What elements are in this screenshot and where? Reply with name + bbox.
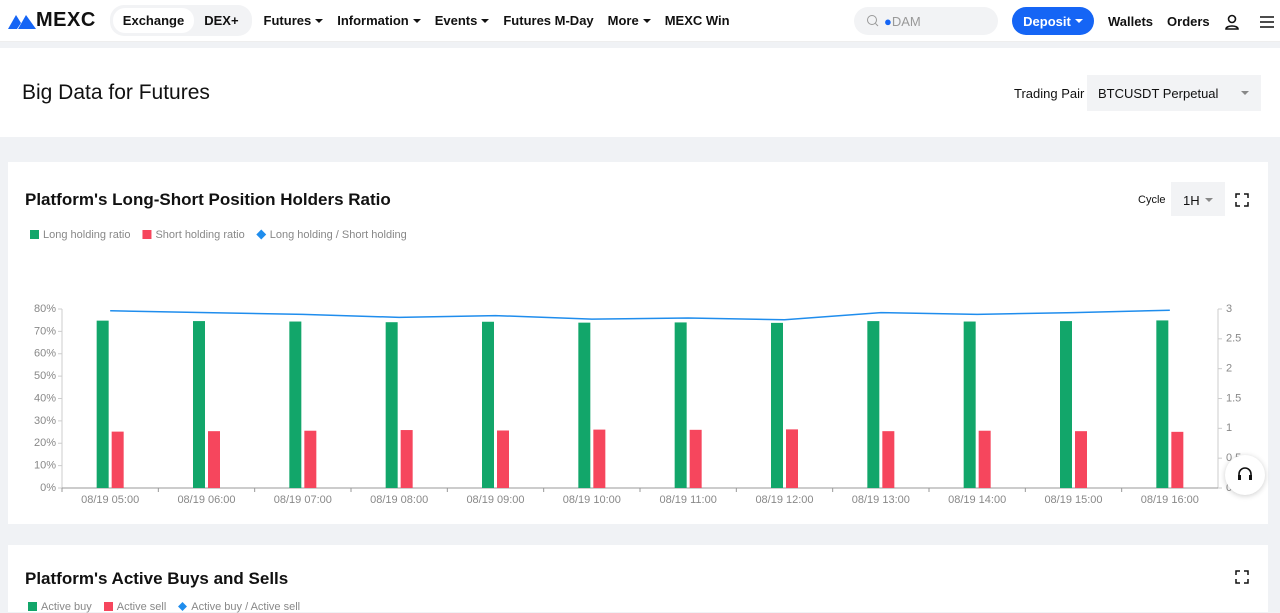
y2-tick-label: 2 xyxy=(1226,363,1232,375)
search-icon xyxy=(866,14,884,28)
tab[interactable]: DEX+ xyxy=(194,8,248,33)
y-tick-label: 80% xyxy=(34,303,56,315)
bar xyxy=(482,322,494,488)
x-tick-label: 08/19 12:00 xyxy=(755,494,813,506)
logo-text: MEXC xyxy=(36,9,96,32)
x-tick-label: 08/19 10:00 xyxy=(563,494,621,506)
legend-label: Long holding ratio xyxy=(43,229,130,241)
bar xyxy=(386,322,398,488)
x-tick-label: 08/19 13:00 xyxy=(852,494,910,506)
tab[interactable]: Exchange xyxy=(113,8,194,33)
tabs: ExchangeDEX+ xyxy=(110,5,252,36)
bar xyxy=(867,321,879,488)
bar xyxy=(497,430,509,488)
legend-marker xyxy=(256,230,266,240)
user-icon[interactable] xyxy=(1224,14,1240,30)
y-tick-label: 30% xyxy=(34,415,56,427)
fullscreen-icon[interactable] xyxy=(1235,570,1249,584)
legend-item: Active buy xyxy=(28,601,92,613)
support-icon xyxy=(1236,466,1254,484)
link[interactable]: Wallets xyxy=(1108,14,1153,30)
deposit-button[interactable]: Deposit xyxy=(1012,7,1094,35)
chart-card: Platform's Long-Short Position Holders R… xyxy=(8,162,1268,524)
menu: Futures Information Events Futures M-Day… xyxy=(264,13,730,28)
legend-marker xyxy=(142,230,151,239)
legend-marker xyxy=(30,230,39,239)
y-tick-label: 60% xyxy=(34,348,56,360)
bar xyxy=(578,323,590,488)
support-button[interactable] xyxy=(1225,455,1265,495)
y2-tick-label: 1.5 xyxy=(1226,392,1241,404)
deposit-label: Deposit xyxy=(1023,14,1071,29)
legend-label: Long holding / Short holding xyxy=(270,229,407,241)
bar xyxy=(690,430,702,488)
bar xyxy=(979,431,991,488)
bar xyxy=(401,430,413,488)
chart-card: Platform's Active Buys and Sells Active … xyxy=(8,545,1268,612)
bar xyxy=(208,431,220,488)
bar xyxy=(1156,320,1168,488)
logo-icon xyxy=(8,13,36,29)
y-tick-label: 0% xyxy=(40,482,56,494)
legend: Active buy Active sell Active buy / Active… xyxy=(28,601,300,613)
menu-item[interactable]: Information xyxy=(337,13,421,28)
bar xyxy=(593,430,605,488)
x-tick-label: 08/19 09:00 xyxy=(466,494,524,506)
bar xyxy=(882,431,894,488)
x-tick-label: 08/19 07:00 xyxy=(274,494,332,506)
y-tick-label: 10% xyxy=(34,460,56,472)
bar xyxy=(1075,431,1087,488)
x-tick-label: 08/19 15:00 xyxy=(1044,494,1102,506)
link[interactable]: Orders xyxy=(1167,14,1210,30)
menu-item[interactable]: Events xyxy=(435,13,490,28)
bar xyxy=(675,322,687,488)
bar xyxy=(1171,432,1183,488)
legend-item: Active sell xyxy=(104,601,167,613)
chart: 0%10%20%30%40%50%60%70%80%00.511.522.530… xyxy=(8,162,1268,524)
menu-item[interactable]: More xyxy=(608,13,651,28)
x-tick-label: 08/19 05:00 xyxy=(81,494,139,506)
bar xyxy=(289,322,301,488)
bar xyxy=(97,321,109,488)
bar xyxy=(964,322,976,488)
bar xyxy=(193,321,205,488)
y2-tick-label: 3 xyxy=(1226,303,1232,315)
y2-tick-label: 1 xyxy=(1226,422,1232,434)
bar xyxy=(112,432,124,488)
bar xyxy=(771,323,783,488)
menu-item[interactable]: MEXC Win xyxy=(665,13,730,28)
x-tick-label: 08/19 06:00 xyxy=(177,494,235,506)
legend-item: Active buy / Active sell xyxy=(178,601,300,613)
legend-label: Short holding ratio xyxy=(155,229,244,241)
page-title: Big Data for Futures xyxy=(22,81,210,105)
search-placeholder: DAM xyxy=(892,14,921,29)
menu-item[interactable]: Futures xyxy=(264,13,324,28)
menu-icon[interactable] xyxy=(1258,14,1276,30)
x-tick-label: 08/19 16:00 xyxy=(1141,494,1199,506)
y-tick-label: 50% xyxy=(34,370,56,382)
pair-label: Trading Pair xyxy=(1014,86,1084,101)
y-tick-label: 70% xyxy=(34,325,56,337)
y2-tick-label: 2.5 xyxy=(1226,333,1241,345)
menu-item[interactable]: Futures M-Day xyxy=(503,13,593,28)
logo[interactable]: MEXC xyxy=(8,9,96,32)
chart-title: Platform's Active Buys and Sells xyxy=(25,569,288,589)
bar xyxy=(786,429,798,488)
bar xyxy=(1060,321,1072,488)
links: Wallets Orders xyxy=(1108,14,1276,30)
line xyxy=(110,310,1170,320)
page-header: Big Data for Futures Trading Pair BTCUSD… xyxy=(0,48,1280,137)
x-tick-label: 08/19 08:00 xyxy=(370,494,428,506)
x-tick-label: 08/19 14:00 xyxy=(948,494,1006,506)
y-tick-label: 20% xyxy=(34,437,56,449)
search[interactable]: ●DAM xyxy=(854,7,998,35)
top-nav: MEXC ExchangeDEX+ Futures Information Ev… xyxy=(0,0,1280,42)
x-tick-label: 08/19 11:00 xyxy=(660,494,717,506)
pair-select[interactable]: BTCUSDT Perpetual xyxy=(1087,75,1261,111)
bar xyxy=(304,431,316,488)
y-tick-label: 40% xyxy=(34,392,56,404)
